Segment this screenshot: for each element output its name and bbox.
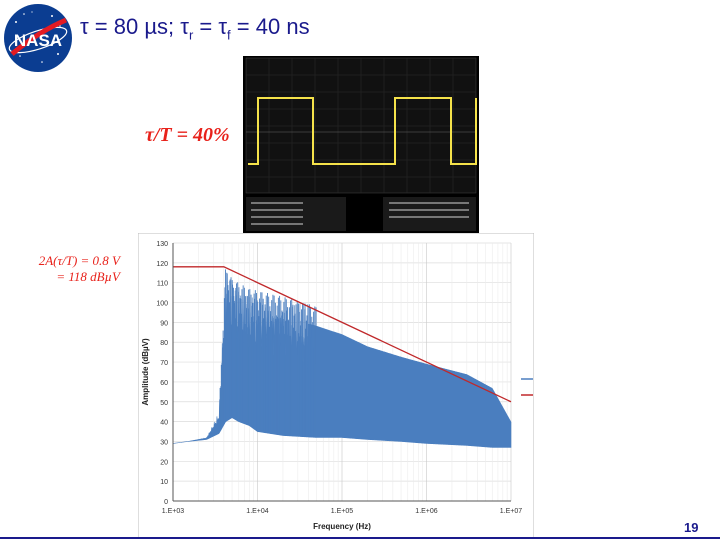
- x-tick-label: 1.E+04: [246, 508, 268, 515]
- x-axis-label: Frequency (Hz): [313, 522, 371, 531]
- y-tick-label: 60: [160, 380, 168, 387]
- y-tick-label: 20: [160, 459, 168, 466]
- nasa-logo: NASA: [4, 4, 72, 72]
- y-tick-label: 110: [157, 281, 168, 288]
- title-mid: = τ: [193, 14, 228, 39]
- spectrum-chart: 0 10 20 30 40 50 60 70 80 90 100 110 120 130 1.E+03 1.…: [138, 233, 534, 539]
- y-axis-label: Amplitude (dBµV): [141, 338, 150, 406]
- y-tick-label: 50: [160, 400, 168, 407]
- x-tick-label: 1.E+07: [500, 508, 522, 515]
- x-tick-label: 1.E+05: [331, 508, 353, 515]
- nasa-logo-text: NASA: [14, 31, 62, 50]
- x-tick-label: 1.E+06: [415, 508, 437, 515]
- y-tick-label: 30: [160, 439, 168, 446]
- title-sub-f: f: [227, 27, 231, 43]
- y-tick-label: 100: [156, 301, 168, 308]
- footer-rule: [0, 537, 720, 539]
- y-tick-label: 120: [156, 261, 168, 268]
- slide-title: τ = 80 µs; τr = τf = 40 ns: [80, 14, 310, 42]
- y-tick-label: 80: [160, 340, 168, 347]
- amplitude-annotation: 2A(τ/T) = 0.8 V = 118 dBµV: [16, 253, 120, 285]
- page-number: 19: [684, 520, 699, 535]
- y-tick-label: 10: [160, 479, 168, 486]
- amplitude-line-1: 2A(τ/T) = 0.8 V: [38, 253, 120, 268]
- y-tick-label: 40: [160, 420, 168, 427]
- title-sub-r: r: [188, 27, 194, 43]
- expected-series: [173, 266, 512, 403]
- x-tick-label: 1.E+03: [162, 508, 184, 515]
- title-main: τ = 80 µs; τ: [80, 14, 189, 39]
- y-tick-label: 130: [156, 241, 168, 248]
- y-tick-label: 0: [164, 499, 168, 506]
- y-tick-label: 70: [160, 360, 168, 367]
- oscilloscope-screenshot: [243, 56, 479, 233]
- amplitude-line-2: = 118 dBµV: [56, 269, 120, 284]
- duty-ratio-label: τ/T = 40%: [145, 124, 230, 146]
- y-tick-label: 90: [160, 320, 168, 327]
- title-end: = 40 ns: [230, 14, 310, 39]
